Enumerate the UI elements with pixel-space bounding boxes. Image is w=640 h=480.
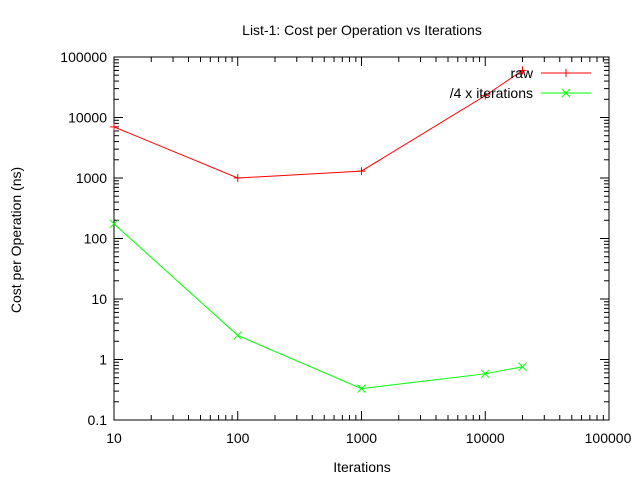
y-tick-label: 10 <box>91 291 107 307</box>
y-tick-label: 1000 <box>76 170 107 186</box>
series-layer <box>109 66 527 393</box>
series-line-2 <box>113 223 523 390</box>
data-point-series-1 <box>518 66 527 75</box>
y-tick-label: 100000 <box>60 49 107 65</box>
axes: 0.1 1 10 100 1000 10000 100000 10 100 1000 10000 10… <box>60 49 631 446</box>
legend: raw/4 x iterations <box>450 65 591 101</box>
data-point-series-1 <box>357 167 366 176</box>
chart-title: List-1: Cost per Operation vs Iterations <box>242 22 482 38</box>
data-point-series-1 <box>233 174 242 182</box>
x-tick-label: 1000 <box>346 430 377 446</box>
data-point-series-2 <box>357 384 366 393</box>
legend-marker-1 <box>562 69 570 77</box>
data-point-series-2 <box>518 362 527 372</box>
plot-frame <box>113 56 610 421</box>
data-point-series-1 <box>481 91 490 100</box>
y-tick-label: 100 <box>84 231 108 247</box>
data-point-series-2 <box>480 369 490 379</box>
x-tick-label: 100 <box>226 430 250 446</box>
data-point-series-2 <box>109 219 119 229</box>
y-tick-label: 1 <box>99 352 107 368</box>
x-tick-label: 10000 <box>466 430 505 446</box>
legend-label-1: raw <box>510 65 533 81</box>
x-tick-label: 10 <box>106 430 122 446</box>
y-tick-label: 0.1 <box>88 412 108 428</box>
data-point-series-1 <box>110 122 118 131</box>
y-axis-title: Cost per Operation (ns) <box>8 167 24 313</box>
x-tick-label: 100000 <box>585 430 632 446</box>
x-axis-title: Iterations <box>333 459 391 475</box>
data-point-series-2 <box>233 331 243 340</box>
legend-label-2: /4 x iterations <box>450 85 533 101</box>
y-tick-label: 10000 <box>68 110 107 126</box>
legend-marker-2 <box>561 88 571 98</box>
